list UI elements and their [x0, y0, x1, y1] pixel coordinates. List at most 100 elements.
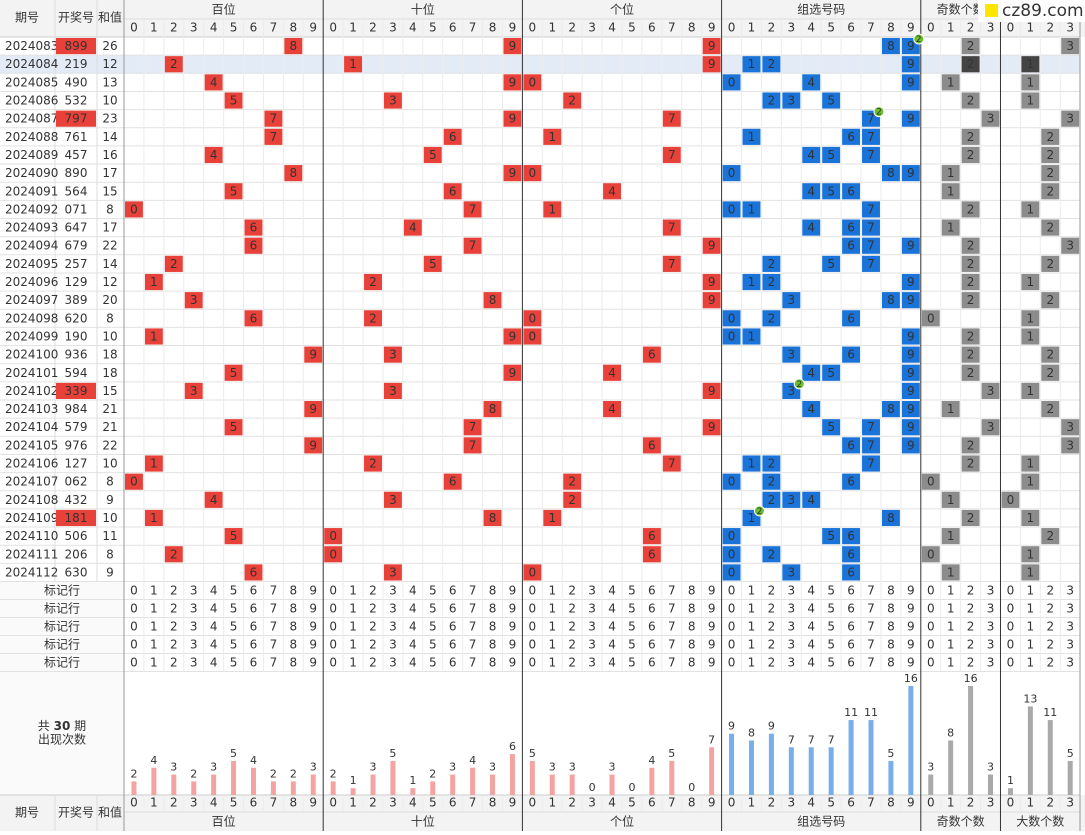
digit-footer: 3	[190, 796, 198, 810]
group-cell	[901, 346, 920, 363]
count-bar	[211, 774, 217, 795]
marker-digit: 0	[927, 584, 935, 598]
group-cell-label: 0	[728, 166, 736, 180]
position-cell-label: 4	[608, 184, 616, 198]
big-count-cell	[1021, 201, 1040, 218]
group-cell-label: 4	[807, 75, 815, 89]
marker-digit: 2	[967, 602, 975, 616]
digit-header: 5	[628, 21, 636, 35]
group-cell	[901, 237, 920, 254]
count-bar	[888, 760, 894, 795]
marker-digit: 6	[250, 620, 258, 634]
digit-footer: 8	[289, 796, 297, 810]
count-label: 4	[469, 754, 476, 767]
position-cell	[184, 292, 203, 309]
sum: 12	[102, 57, 117, 71]
big-count-cell-label: 1	[1027, 202, 1035, 216]
odd-count-cell-label: 2	[967, 130, 975, 144]
issue: 2024110	[5, 529, 58, 543]
marker-digit: 9	[309, 620, 317, 634]
count-bar	[131, 781, 137, 795]
group-cell-label: 6	[847, 475, 855, 489]
marker-digit: 9	[309, 638, 317, 652]
marker-row-label: 标记行	[44, 620, 80, 634]
odd-count-cell	[961, 455, 980, 472]
marker-digit: 4	[409, 602, 417, 616]
digit-header: 2	[967, 21, 975, 35]
sum: 11	[102, 529, 117, 543]
group-cell-label: 4	[807, 402, 815, 416]
odd-count-cell	[961, 128, 980, 145]
digit-header: 9	[708, 21, 716, 35]
position-cell	[463, 437, 482, 454]
marker-digit: 7	[668, 620, 676, 634]
position-cell-label: 9	[509, 112, 517, 126]
odd-count-cell-label: 2	[967, 348, 975, 362]
marker-digit: 5	[429, 656, 437, 670]
group-cell	[802, 74, 821, 91]
position-cell	[443, 473, 462, 490]
odd-count-cell-label: 1	[947, 565, 955, 579]
odd-count-cell	[941, 528, 960, 545]
marker-digit: 1	[349, 584, 357, 598]
position-cell	[144, 455, 163, 472]
group-cell-label: 9	[907, 166, 915, 180]
count-bar	[848, 720, 854, 795]
marker-digit: 5	[230, 656, 238, 670]
marker-digit: 4	[807, 620, 815, 634]
marker-digit: 5	[230, 638, 238, 652]
marker-digit: 2	[170, 620, 178, 634]
digit-header: 9	[907, 21, 915, 35]
count-label: 11	[844, 706, 858, 719]
position-cell	[304, 437, 323, 454]
marker-digit: 7	[668, 656, 676, 670]
odd-count-cell-label: 2	[967, 202, 975, 216]
marker-digit: 1	[1027, 620, 1035, 634]
group-cell-label: 6	[847, 529, 855, 543]
position-cell-label: 2	[170, 257, 178, 271]
digit-footer: 0	[927, 796, 935, 810]
position-cell	[304, 401, 323, 418]
marker-digit: 9	[907, 620, 915, 634]
marker-digit: 1	[150, 620, 158, 634]
marker-digit: 0	[130, 584, 138, 598]
group-cell-label: 5	[827, 366, 835, 380]
big-count-cell-label: 3	[1066, 112, 1074, 126]
issue: 2024091	[5, 184, 58, 198]
pair-highlight	[56, 38, 96, 55]
marker-digit: 1	[947, 584, 955, 598]
marker-digit: 1	[947, 602, 955, 616]
group-cell-label: 6	[847, 547, 855, 561]
sum: 8	[106, 202, 114, 216]
count-bar	[768, 733, 774, 795]
count-bar	[231, 760, 237, 795]
marker-digit: 1	[748, 656, 756, 670]
issue: 2024109	[5, 511, 58, 525]
marker-digit: 8	[887, 584, 895, 598]
issue: 2024083	[5, 39, 58, 53]
group-cell-label: 7	[867, 148, 875, 162]
count-bar	[928, 774, 934, 795]
position-cell	[244, 564, 263, 581]
digit-footer: 7	[668, 796, 676, 810]
position-cell-label: 7	[469, 239, 477, 253]
group-cell	[901, 364, 920, 381]
group-cell	[762, 491, 781, 508]
section-title: 十位	[411, 2, 435, 17]
count-label: 16	[964, 672, 978, 685]
group-cell-label: 0	[728, 202, 736, 216]
stats-label-part: 30	[54, 719, 71, 733]
marker-digit: 7	[270, 602, 278, 616]
marker-digit: 4	[409, 638, 417, 652]
marker-digit: 9	[708, 656, 716, 670]
digit-footer: 6	[250, 796, 258, 810]
marker-digit: 1	[349, 620, 357, 634]
marker-digit: 3	[588, 584, 596, 598]
marker-digit: 2	[568, 602, 576, 616]
big-count-cell	[1021, 455, 1040, 472]
count-label: 1	[350, 774, 357, 787]
big-count-cell-label: 3	[1066, 420, 1074, 434]
position-cell	[543, 128, 562, 145]
count-label: 0	[589, 781, 596, 794]
count-bar	[649, 767, 655, 795]
